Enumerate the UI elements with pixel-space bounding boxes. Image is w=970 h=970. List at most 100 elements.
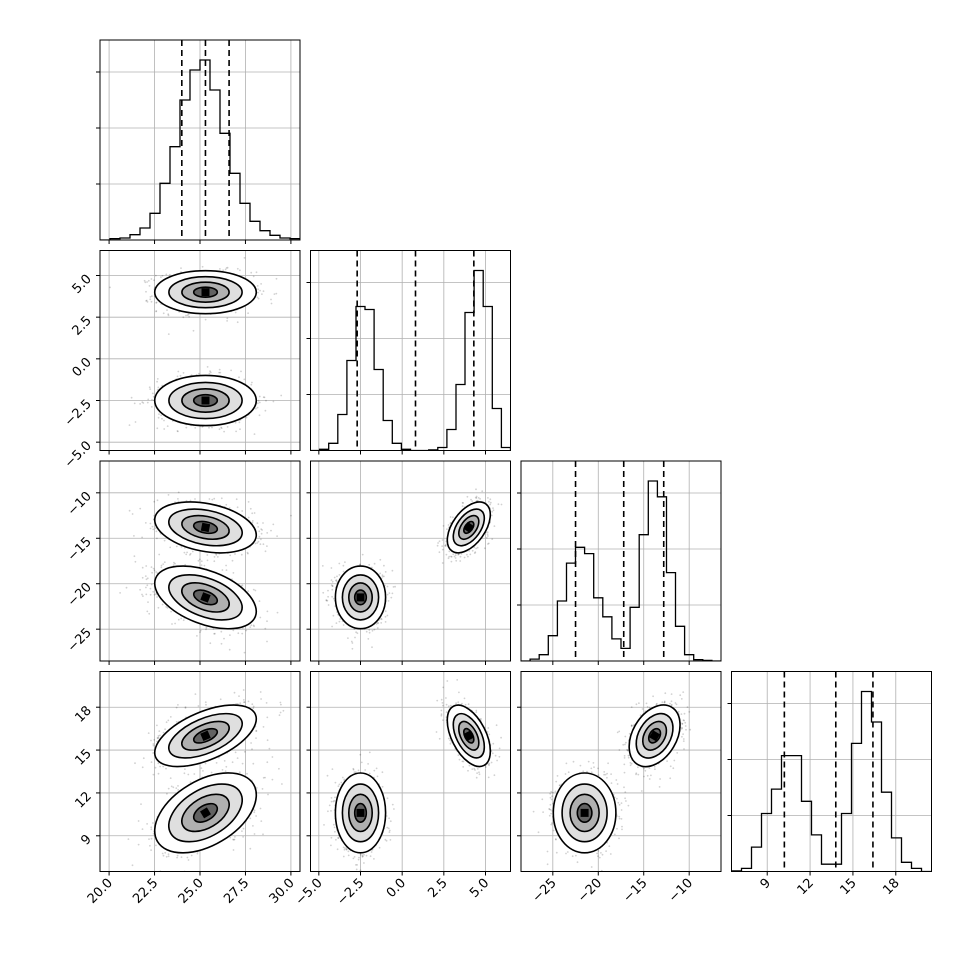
sample-point	[177, 618, 180, 621]
sample-point	[455, 559, 458, 562]
sample-point	[150, 278, 153, 280]
sample-point	[149, 587, 152, 590]
sample-point	[194, 498, 196, 500]
sample-point	[183, 551, 186, 554]
sample-point	[146, 577, 149, 580]
sample-point	[177, 430, 179, 433]
sample-point	[448, 550, 451, 553]
sample-point	[454, 554, 457, 557]
sample-point	[151, 392, 154, 395]
sample-point	[155, 530, 158, 533]
sample-point	[241, 584, 244, 587]
sample-point	[250, 383, 253, 386]
sample-point	[153, 569, 156, 572]
sample-point	[461, 505, 464, 507]
sample-point	[241, 510, 244, 512]
sample-point	[474, 551, 477, 554]
sample-point	[139, 403, 142, 405]
sample-point	[437, 542, 439, 544]
sample-point	[330, 567, 333, 569]
sample-point	[461, 501, 464, 504]
sample-point	[161, 417, 163, 420]
sample-point	[141, 536, 144, 539]
sample-point	[236, 267, 239, 270]
sample-point	[145, 300, 148, 302]
y-tick-label-2: −20	[65, 580, 95, 610]
sample-point	[258, 535, 261, 538]
sample-point	[109, 286, 111, 289]
sample-point	[141, 566, 144, 569]
sample-point	[142, 595, 144, 597]
sample-point	[197, 559, 200, 562]
sample-point	[177, 498, 179, 500]
sample-point	[251, 512, 254, 515]
sample-point	[145, 565, 148, 567]
sample-point	[209, 370, 211, 373]
sample-point	[247, 312, 250, 315]
sample-point	[158, 413, 160, 415]
sample-point	[457, 553, 460, 556]
sample-point	[232, 629, 235, 632]
sample-point	[263, 396, 266, 399]
sample-point	[262, 522, 264, 524]
sample-point	[492, 507, 494, 509]
sample-point	[238, 376, 240, 379]
sample-point	[471, 549, 474, 552]
sample-point	[264, 550, 267, 553]
sample-point	[220, 630, 223, 633]
sample-point	[466, 553, 468, 556]
sample-point	[231, 559, 234, 562]
sample-point	[144, 575, 147, 577]
sample-point	[200, 564, 203, 566]
panel-content	[119, 491, 292, 654]
sample-point	[152, 528, 155, 531]
y-tick-label-1: 2.5	[70, 313, 95, 338]
sample-point	[208, 426, 210, 429]
sample-point	[256, 522, 259, 525]
sample-point	[445, 543, 447, 546]
sample-point	[262, 543, 265, 546]
sample-point	[220, 642, 223, 645]
sample-point	[145, 578, 148, 581]
sample-point	[139, 507, 142, 510]
sample-point	[147, 398, 150, 401]
sample-point	[469, 553, 472, 556]
sample-point	[186, 314, 189, 317]
sample-point	[258, 600, 261, 602]
sample-point	[265, 399, 267, 402]
sample-point	[290, 514, 292, 517]
sample-point	[151, 295, 153, 297]
sample-point	[477, 499, 479, 502]
sample-point	[220, 426, 223, 429]
panel-content	[109, 257, 283, 435]
sample-point	[252, 588, 255, 591]
sample-point	[208, 372, 211, 375]
density-contours-0	[153, 269, 258, 315]
sample-point	[266, 620, 268, 623]
sample-point	[185, 314, 187, 317]
sample-point	[273, 293, 276, 295]
panel-2-1	[306, 460, 511, 665]
sample-point	[254, 589, 257, 592]
sample-point	[442, 525, 445, 527]
sample-point	[240, 370, 242, 373]
sample-point	[497, 503, 500, 506]
sample-point	[450, 555, 452, 558]
sample-point	[259, 543, 262, 546]
sample-point	[467, 555, 469, 558]
sample-point	[457, 553, 460, 556]
y-tick-label-1: 5.0	[70, 272, 95, 297]
sample-point	[130, 396, 133, 399]
sample-point	[234, 421, 237, 424]
sample-point	[444, 545, 447, 547]
sample-point	[260, 528, 263, 530]
sample-point	[239, 428, 241, 431]
sample-point	[133, 535, 135, 537]
sample-point	[154, 527, 157, 530]
sample-point	[148, 285, 151, 287]
sample-point	[441, 548, 444, 551]
sample-point	[379, 558, 382, 561]
sample-point	[148, 612, 151, 615]
sample-point	[199, 631, 201, 634]
sample-point	[198, 558, 201, 561]
